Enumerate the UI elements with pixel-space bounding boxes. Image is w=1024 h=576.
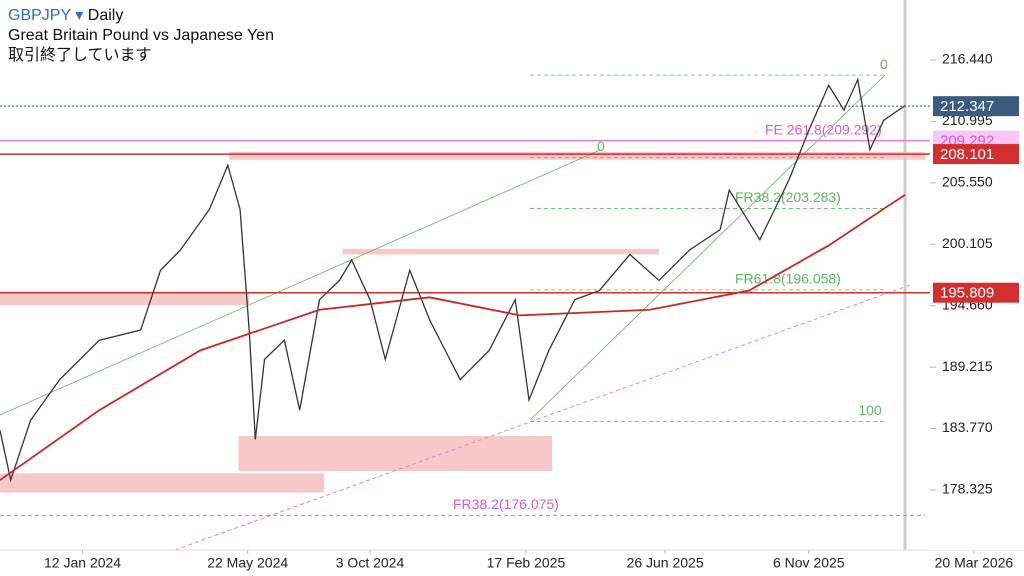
dropdown[interactable]: ▾ (75, 7, 84, 24)
fib-label: FE 261.8(209.292) (765, 121, 882, 137)
zone (0, 291, 250, 306)
x-tick-label: 20 Mar 2026 (935, 555, 1014, 571)
zone (238, 436, 552, 472)
fib-label: 100 (858, 402, 882, 418)
x-tick-label: 12 Jan 2024 (44, 555, 121, 571)
interval[interactable]: Daily (87, 7, 124, 24)
fib-label: FR38.2(203.283) (735, 189, 841, 205)
market-status: 取引終了しています (8, 47, 152, 64)
x-tick-label: 3 Oct 2024 (336, 555, 405, 571)
trendline (529, 74, 886, 421)
price-line-series (0, 77, 906, 483)
x-tick-label: 26 Jun 2025 (627, 555, 704, 571)
price-badge (933, 282, 1019, 303)
price-axis (930, 0, 1024, 550)
moving-average (0, 193, 906, 481)
spacer (0, 78, 885, 80)
x-tick-label: 22 May 2024 (207, 555, 288, 571)
y-tick-label: 200.105 (942, 235, 993, 251)
instrument-name: Great Britain Pound vs Japanese Yen (8, 27, 274, 44)
price-badge (933, 144, 1019, 165)
background (0, 151, 925, 493)
symbol[interactable]: GBPJPY (8, 7, 71, 24)
trendline (0, 149, 601, 416)
zone (342, 248, 659, 255)
zone (0, 473, 325, 493)
price-badge (933, 96, 1019, 117)
price-badge-label: 212.347 (940, 98, 994, 115)
y-tick-label: 178.325 (942, 481, 993, 497)
price-badge-label: 195.809 (940, 285, 994, 302)
fib-label: FR61.8(196.058) (735, 271, 841, 287)
y-tick-label: 183.770 (942, 419, 993, 435)
header: GBPJPY ▾ Daily Great Britain Pound vs Ja… (8, 6, 274, 66)
zone (229, 151, 925, 160)
fib-label: 0 (597, 138, 605, 154)
y-tick-label: 216.440 (942, 51, 993, 67)
x-tick-label: 17 Feb 2025 (487, 555, 566, 571)
y-tick-label: 189.215 (942, 358, 993, 374)
y-tick-label: 205.550 (942, 174, 993, 190)
fib-label: FR38.2(176.075) (453, 496, 559, 512)
x-tick-label: 6 Nov 2025 (773, 555, 845, 571)
trendline (174, 284, 911, 551)
fib-label: 0 (880, 56, 888, 72)
price-badge-label: 208.101 (940, 146, 994, 163)
